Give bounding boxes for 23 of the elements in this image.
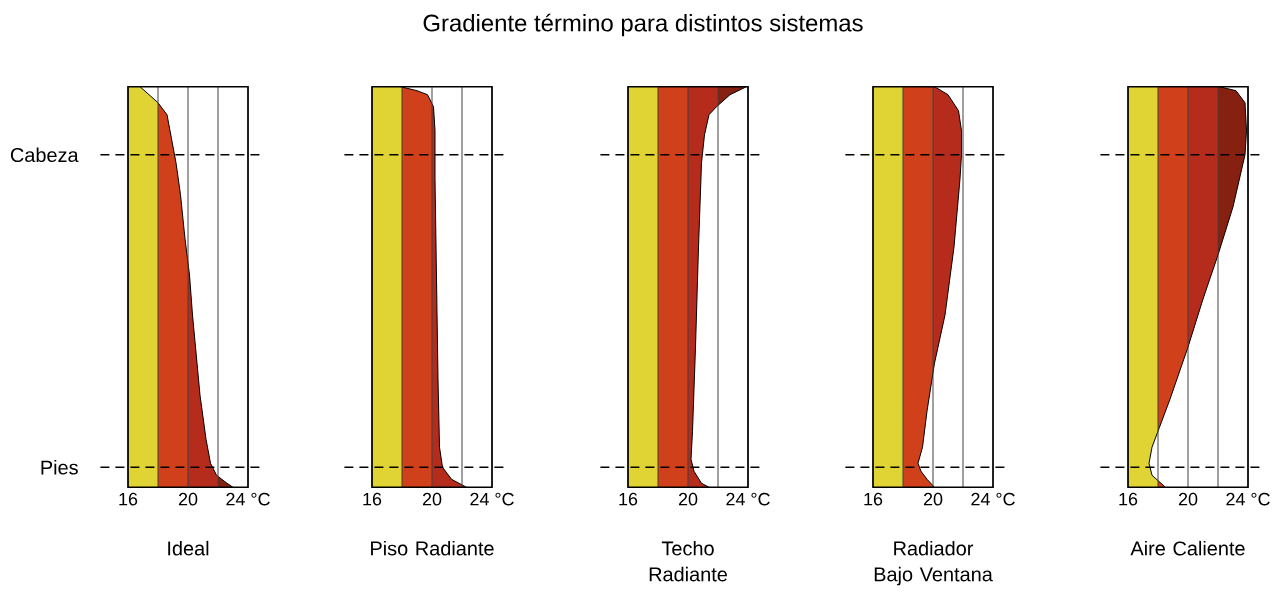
x-tick-label: 20 xyxy=(678,492,698,506)
ref-line-label: Pies xyxy=(41,459,78,475)
x-axis-title: Aire Caliente xyxy=(1130,540,1245,556)
x-tick-label: 24 °C xyxy=(470,492,514,506)
x-tick-label: 16 xyxy=(119,492,138,506)
x-tick-label: 20 xyxy=(178,492,198,506)
x-tick-label: 24 °C xyxy=(226,492,270,506)
x-axis-title: Ideal xyxy=(168,540,209,556)
ref-line-label: Cabeza xyxy=(10,147,79,163)
chart-title: Gradiente término para distintos sistemas xyxy=(423,13,863,37)
x-axis-title: Techo Radiante xyxy=(649,540,727,582)
x-tick-label: 24 °C xyxy=(971,492,1015,506)
x-tick-label: 20 xyxy=(422,492,442,506)
x-tick-label: 16 xyxy=(864,492,883,506)
x-tick-label: 24 °C xyxy=(1226,492,1270,506)
x-tick-label: 20 xyxy=(1178,492,1198,506)
x-tick-label: 16 xyxy=(363,492,382,506)
x-axis-title: Radiador Bajo Ventana xyxy=(874,540,993,586)
x-tick-label: 20 xyxy=(923,492,943,506)
x-tick-label: 24 °C xyxy=(726,492,770,506)
x-tick-label: 16 xyxy=(619,492,638,506)
x-axis-title: Piso Radiante xyxy=(371,540,494,556)
x-tick-label: 16 xyxy=(1119,492,1138,506)
